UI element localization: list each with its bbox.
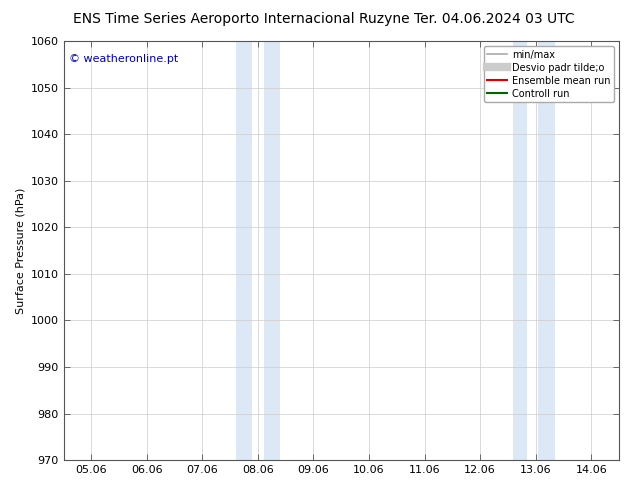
Bar — [514, 41, 527, 460]
Text: ENS Time Series Aeroporto Internacional Ruzyne: ENS Time Series Aeroporto Internacional … — [73, 12, 409, 26]
Legend: min/max, Desvio padr tilde;o, Ensemble mean run, Controll run: min/max, Desvio padr tilde;o, Ensemble m… — [484, 46, 614, 102]
Bar — [236, 41, 252, 460]
Text: Ter. 04.06.2024 03 UTC: Ter. 04.06.2024 03 UTC — [414, 12, 575, 26]
Text: © weatheronline.pt: © weatheronline.pt — [69, 53, 178, 64]
Bar — [538, 41, 555, 460]
Y-axis label: Surface Pressure (hPa): Surface Pressure (hPa) — [15, 187, 25, 314]
Bar — [264, 41, 280, 460]
